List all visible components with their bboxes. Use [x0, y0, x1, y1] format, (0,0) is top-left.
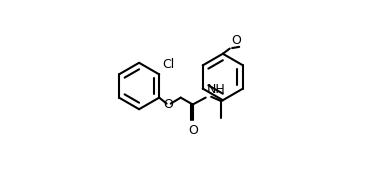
Text: NH: NH	[207, 83, 225, 96]
Text: Cl: Cl	[162, 58, 174, 71]
Text: O: O	[164, 98, 174, 111]
Text: O: O	[188, 124, 198, 137]
Text: O: O	[231, 34, 241, 47]
